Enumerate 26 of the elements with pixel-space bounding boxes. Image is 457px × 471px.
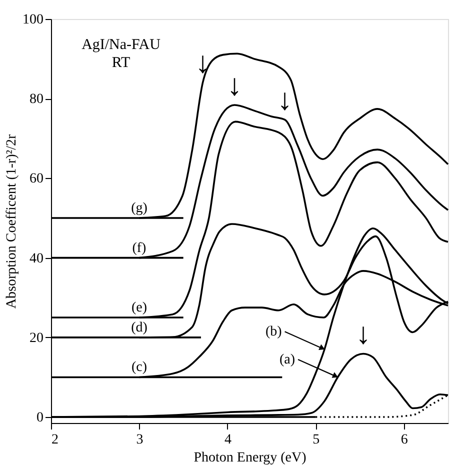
x-tick-label: 2 xyxy=(52,432,58,448)
annotation: (e) xyxy=(131,300,148,316)
annotation: (b) xyxy=(265,324,282,340)
y-axis-title: Absorption Coefficent (1-r)²/2r xyxy=(4,134,20,309)
annotation: (d) xyxy=(131,320,148,336)
annotation: RT xyxy=(112,55,130,71)
x-tick-label: 5 xyxy=(312,432,320,448)
x-tick-label: 4 xyxy=(224,432,232,448)
x-tick-label: 3 xyxy=(136,432,144,448)
y-tick-label: 100 xyxy=(22,12,44,28)
y-tick-label: 60 xyxy=(30,172,44,187)
y-tick-label: 40 xyxy=(30,251,44,266)
y-tick-label: 80 xyxy=(30,92,44,108)
annotation: ↓ xyxy=(277,84,292,117)
x-tick-label: 6 xyxy=(400,432,408,448)
annotation: ↓ xyxy=(356,318,371,351)
annotation: AgI/Na-FAU xyxy=(82,37,161,53)
y-tick-label: 0 xyxy=(36,410,44,426)
annotation: (c) xyxy=(131,360,148,376)
y-tick-label: 20 xyxy=(30,330,44,346)
annotation: (f) xyxy=(132,240,147,256)
annotation: ↓ xyxy=(227,68,242,102)
annotation: (a) xyxy=(279,352,296,368)
annotation: (g) xyxy=(131,201,148,216)
annotation: ↓ xyxy=(195,46,210,80)
x-axis-title: Photon Energy (eV) xyxy=(194,450,307,466)
